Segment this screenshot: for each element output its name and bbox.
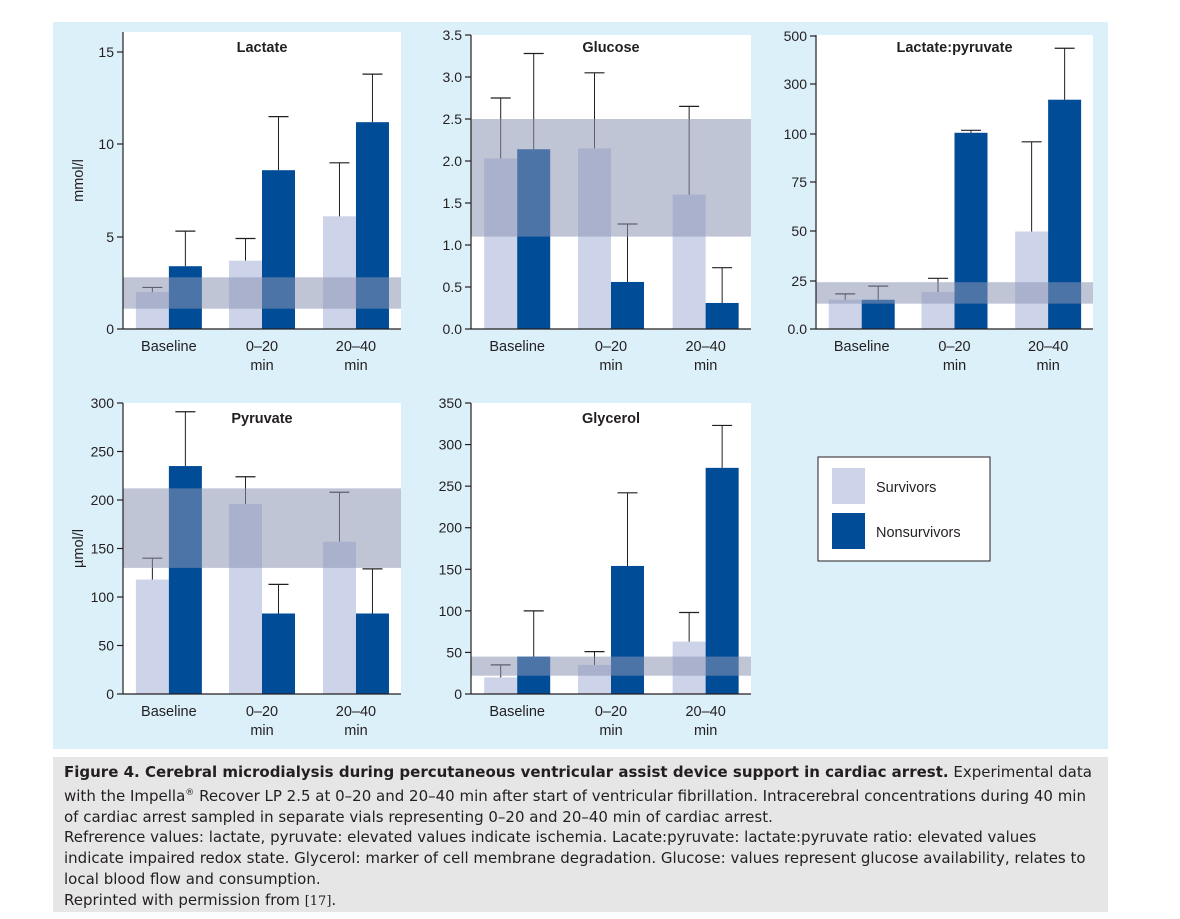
x-tick-label: min xyxy=(943,358,966,374)
x-tick-label: 0–20 xyxy=(595,704,627,720)
chart-area: 0 5 10 15 Baseline 0–20 min 20–40 min Lactate mmol… xyxy=(71,27,1093,739)
x-tick-label: 20–40 xyxy=(336,339,376,355)
y-tick-label: 200 xyxy=(439,520,463,536)
x-tick-label: 20–40 xyxy=(336,704,376,720)
reference-band-2 xyxy=(471,119,751,237)
y-tick-label: 2.0 xyxy=(443,153,463,169)
x-tick-label: 0–20 xyxy=(938,339,970,355)
x-tick-label: min xyxy=(344,723,367,739)
y-tick-label: 0 xyxy=(106,686,114,702)
y-axis-label: µmol/l xyxy=(71,529,87,568)
bar-glycerol-nonsurvivors-3 xyxy=(705,467,739,694)
legend-swatch-nonsurvivors xyxy=(832,513,865,549)
y-tick-label: 0.0 xyxy=(788,321,808,337)
legend-swatch-survivors xyxy=(832,468,865,504)
y-tick-label: 10 xyxy=(98,136,114,152)
y-tick-label: 15 xyxy=(98,44,114,60)
x-tick-label: min xyxy=(250,723,273,739)
bar-pyruvate-nonsurvivors-3 xyxy=(355,613,389,694)
y-tick-label: 250 xyxy=(91,444,115,460)
y-tick-label: 150 xyxy=(439,561,463,577)
caption-text-2: Recover LP 2.5 at 0–20 and 20–40 min aft… xyxy=(64,786,1086,826)
bar-pyruvate-survivors-1 xyxy=(135,579,169,694)
bar-pyruvate-nonsurvivors-2 xyxy=(262,613,295,694)
y-tick-label: 0 xyxy=(454,686,462,702)
bar-lactatepyruvate-nonsurvivors-1 xyxy=(861,299,895,329)
y-tick-label: 0.0 xyxy=(443,321,463,337)
bar-glycerol-survivors-1 xyxy=(484,677,518,694)
reference-band-5 xyxy=(471,656,751,676)
y-tick-label: 200 xyxy=(91,492,115,508)
figure-caption: Figure 4. Cerebral microdialysis during … xyxy=(53,757,1108,912)
x-tick-label: min xyxy=(694,723,717,739)
bar-lactatepyruvate-survivors-3 xyxy=(1015,231,1049,329)
x-tick-label: 20–40 xyxy=(1028,339,1068,355)
y-tick-label: 350 xyxy=(439,395,463,411)
y-tick-label: 2.5 xyxy=(443,111,463,127)
x-tick-label: min xyxy=(599,358,622,374)
x-tick-label: Baseline xyxy=(141,704,197,720)
y-tick-label: 100 xyxy=(784,126,808,142)
chart-title-lactate: Lactate xyxy=(237,40,288,56)
caption-paragraph-2: Refrerence values: lactate, pyruvate: el… xyxy=(64,828,1086,888)
reference-band-4 xyxy=(123,488,401,568)
y-tick-label: 1.5 xyxy=(443,195,463,211)
bar-lactatepyruvate-survivors-1 xyxy=(828,299,862,329)
bar-lactate-survivors-3 xyxy=(322,216,356,329)
reference-band-1 xyxy=(123,277,401,309)
caption-title: Figure 4. Cerebral microdialysis during … xyxy=(64,763,949,781)
y-tick-label: 0 xyxy=(106,321,114,337)
x-tick-label: min xyxy=(694,358,717,374)
y-tick-label: 300 xyxy=(439,437,463,453)
y-tick-label: 150 xyxy=(91,541,115,557)
y-tick-label: 3.0 xyxy=(443,69,463,85)
y-tick-label: 75 xyxy=(791,174,807,190)
figure-panel: 0 5 10 15 Baseline 0–20 min 20–40 min Lactate mmol… xyxy=(53,22,1108,749)
y-tick-label: 300 xyxy=(91,395,115,411)
caption-citation: [17] xyxy=(304,893,332,909)
bar-glucose-nonsurvivors-3 xyxy=(705,302,739,329)
x-tick-label: Baseline xyxy=(489,704,545,720)
y-tick-label: 1.0 xyxy=(443,237,463,253)
chart-title-glycerol: Glycerol xyxy=(582,411,640,427)
caption-reprinted: Reprinted with permission from xyxy=(64,890,305,909)
x-tick-label: Baseline xyxy=(141,339,197,355)
y-tick-label: 5 xyxy=(106,229,114,245)
y-tick-label: 25 xyxy=(791,273,807,289)
caption-paragraph-1: Figure 4. Cerebral microdialysis during … xyxy=(64,762,1098,827)
x-tick-label: min xyxy=(1036,358,1059,374)
legend-label-survivors: Survivors xyxy=(876,480,936,496)
chart-title-glucose: Glucose xyxy=(582,40,639,56)
bar-glucose-nonsurvivors-2 xyxy=(611,281,644,329)
y-axis-label: mmol/l xyxy=(71,159,87,202)
legend-label-nonsurvivors: Nonsurvivors xyxy=(876,525,961,541)
chart-title-pyruvate: Pyruvate xyxy=(231,411,292,427)
x-tick-label: min xyxy=(599,723,622,739)
caption-period: . xyxy=(331,890,337,909)
y-tick-label: 250 xyxy=(439,478,463,494)
y-tick-label: 300 xyxy=(784,76,808,92)
y-tick-label: 3.5 xyxy=(443,27,463,43)
x-tick-label: min xyxy=(344,358,367,374)
x-tick-label: Baseline xyxy=(489,339,545,355)
x-tick-label: 20–40 xyxy=(685,704,725,720)
x-tick-label: 0–20 xyxy=(595,339,627,355)
y-tick-label: 500 xyxy=(784,28,808,44)
y-tick-label: 0.5 xyxy=(443,279,463,295)
x-tick-label: 20–40 xyxy=(685,339,725,355)
y-tick-label: 50 xyxy=(98,638,114,654)
caption-paragraph-3: Reprinted with permission from [17]. xyxy=(64,890,1098,913)
reference-band-3 xyxy=(816,282,1093,304)
y-tick-label: 100 xyxy=(439,603,463,619)
y-tick-label: 100 xyxy=(91,589,115,605)
y-tick-label: 50 xyxy=(446,644,462,660)
x-tick-label: Baseline xyxy=(834,339,890,355)
caption-text-1: Experimental data with the Impella xyxy=(64,763,1092,805)
chart-title-lactatepyruvate: Lactate:pyruvate xyxy=(896,40,1012,56)
x-tick-label: 0–20 xyxy=(246,704,278,720)
x-tick-label: 0–20 xyxy=(246,339,278,355)
y-tick-label: 50 xyxy=(791,223,807,239)
x-tick-label: min xyxy=(250,358,273,374)
registered-mark: ® xyxy=(185,787,195,798)
